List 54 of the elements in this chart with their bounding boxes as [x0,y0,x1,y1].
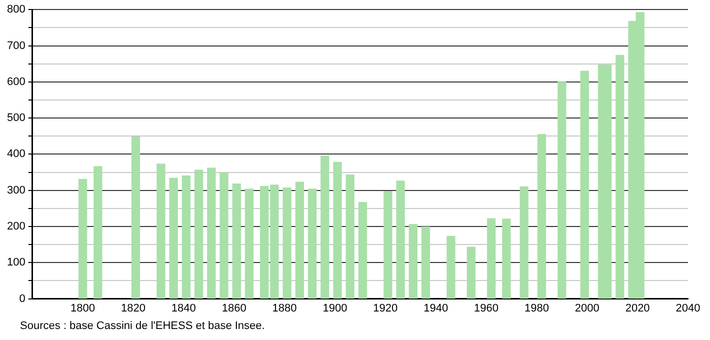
y-tick-label: 700 [6,40,26,52]
bar [169,178,178,299]
bar [207,168,216,299]
bar [244,188,254,299]
bar [616,54,624,299]
x-tick-label: 2020 [625,302,650,314]
bar [502,218,511,299]
bar [384,191,392,299]
bar [396,180,405,299]
bar [78,178,88,299]
x-tick-label: 1920 [373,302,398,314]
bar [408,224,418,299]
bar [94,166,102,299]
source-note: Sources : base Cassini de l'EHESS et base Insee. [20,320,265,332]
bar [320,156,330,299]
y-tick-label: 800 [6,4,26,16]
bar [358,202,368,299]
bar [194,170,204,299]
x-tick-label: 1980 [524,302,549,314]
bar [220,172,228,299]
y-tick-label: 0 [19,292,26,305]
x-tick-label: 1860 [222,302,246,314]
bar [558,82,566,299]
bar [466,246,476,299]
bar [182,176,191,299]
x-tick-label: 1900 [322,302,348,314]
y-tick-label: 200 [6,220,26,233]
y-tick-label: 100 [6,256,26,269]
y-tick-label: 500 [6,112,26,124]
x-tick-label: 1800 [70,302,96,314]
y-tick-label: 600 [6,76,26,88]
x-tick-label: 1820 [120,302,146,314]
x-tick-label: 2000 [574,302,600,314]
bar [446,236,456,299]
bar [308,188,317,299]
bar [520,186,528,299]
bar [537,134,546,299]
bar [486,218,496,299]
bar [346,174,354,299]
bar [295,182,304,299]
bar [333,162,342,299]
bar [282,187,292,299]
x-tick-label: 1960 [474,302,499,314]
x-tick-label: 1940 [424,302,448,314]
bar [156,164,166,299]
x-tick-label: 2040 [676,302,700,314]
y-tick-label: 300 [6,184,26,196]
bar [131,136,140,299]
y-tick-label: 400 [6,148,26,160]
bar [421,226,430,299]
x-tick-label: 1880 [272,302,297,314]
bar [580,70,589,299]
bar [232,184,241,299]
x-tick-label: 1840 [171,302,196,314]
